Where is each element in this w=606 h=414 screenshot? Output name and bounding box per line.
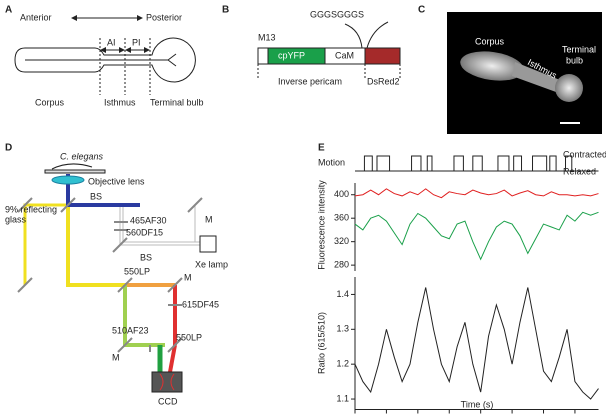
- pericam-label: Inverse pericam: [278, 76, 342, 86]
- motion-pulse: [472, 155, 483, 171]
- cpyfp-label: cpYFP: [278, 50, 305, 60]
- trace: [354, 211, 599, 261]
- motion-pulse: [363, 155, 373, 171]
- grinder: [167, 53, 177, 67]
- trace: [354, 287, 599, 400]
- bulb-label: bulb: [566, 55, 583, 65]
- panel-label: A: [5, 5, 12, 16]
- ccd: [151, 371, 183, 393]
- corpus-label: Corpus: [475, 36, 505, 46]
- dsred-box: [364, 47, 401, 65]
- isthmus-label: Isthmus: [104, 97, 136, 107]
- y-tick-label: 360: [334, 213, 349, 223]
- bs-label: BS: [90, 191, 102, 201]
- contracted-label: Contracted: [563, 149, 606, 159]
- motion-pulse: [532, 155, 548, 171]
- mirror-label: M: [205, 214, 213, 224]
- pi-label: PI: [132, 37, 141, 47]
- filter-label: 510AF23: [112, 325, 149, 335]
- filter-label: 465AF30: [130, 215, 167, 225]
- filter-label: 615DF45: [182, 299, 219, 309]
- xe-lamp: [199, 235, 217, 253]
- filter-label: 560DF15: [126, 227, 163, 237]
- pharynx-outline: [14, 37, 196, 83]
- slide: [44, 169, 106, 174]
- y-tick-label: 320: [334, 236, 349, 246]
- motion-pulse: [565, 155, 573, 171]
- ai-label: AI: [107, 37, 116, 47]
- corpus-label: Corpus: [35, 97, 65, 107]
- corpus-shape: [460, 51, 524, 81]
- lamp-label: Xe lamp: [195, 259, 228, 269]
- y-tick-label: 1.1: [336, 393, 349, 403]
- motion-pulse: [453, 155, 464, 171]
- bs-label: BS: [140, 252, 152, 262]
- y-tick-label: 1.3: [336, 324, 349, 334]
- mirrors: [17, 197, 203, 353]
- bulb-label: Terminal: [562, 44, 596, 54]
- m13-label: M13: [258, 32, 276, 42]
- y-tick-label: 1.2: [336, 359, 349, 369]
- mirror-label: M: [184, 272, 192, 282]
- motion-pulse: [411, 155, 422, 171]
- y-axis-label: Ratio (615/510): [316, 312, 326, 374]
- panel-label: C: [418, 5, 425, 16]
- motion-pulse: [376, 155, 391, 171]
- filter-label: 550LP: [176, 332, 202, 342]
- linker-line: [344, 21, 389, 49]
- panel-label: B: [222, 5, 229, 16]
- y-tick-label: 1.4: [336, 289, 349, 299]
- worm-label: C. elegans: [60, 151, 104, 161]
- y-axis-label: Fluorescence intensity: [316, 180, 326, 270]
- ccd-detail: [159, 373, 175, 391]
- glass-label: glass: [5, 214, 27, 224]
- y-tick-label: 400: [334, 189, 349, 199]
- m13-box: [257, 47, 269, 65]
- glass-label: 9% reflecting: [5, 204, 57, 214]
- linker-label: GGGSGGGS: [310, 9, 364, 19]
- objective-label: Objective lens: [88, 176, 145, 186]
- motion-pulse: [549, 155, 557, 171]
- worm: [51, 163, 93, 170]
- isthmus-shape: [512, 62, 560, 92]
- dsred-label: DsRed2: [367, 76, 400, 86]
- bulb-label: Terminal bulb: [150, 97, 204, 107]
- ccd-label: CCD: [158, 396, 178, 406]
- posterior-label: Posterior: [146, 12, 182, 22]
- filter-label: 550LP: [124, 266, 150, 276]
- panel-label: D: [5, 143, 12, 154]
- panel-label: E: [318, 143, 325, 154]
- y-tick-label: 280: [334, 260, 349, 270]
- motion-pulse: [497, 155, 510, 171]
- cam-label: CaM: [335, 50, 354, 60]
- motion-label: Motion: [318, 157, 345, 167]
- motion-pulse: [513, 155, 523, 171]
- anterior-label: Anterior: [20, 12, 52, 22]
- bulb-shape: [555, 74, 583, 102]
- x-axis-label: Time (s): [461, 399, 494, 409]
- mirror-label: M: [112, 352, 120, 362]
- objective-lens: [51, 175, 85, 185]
- motion-pulse: [426, 155, 433, 171]
- trace: [354, 188, 599, 199]
